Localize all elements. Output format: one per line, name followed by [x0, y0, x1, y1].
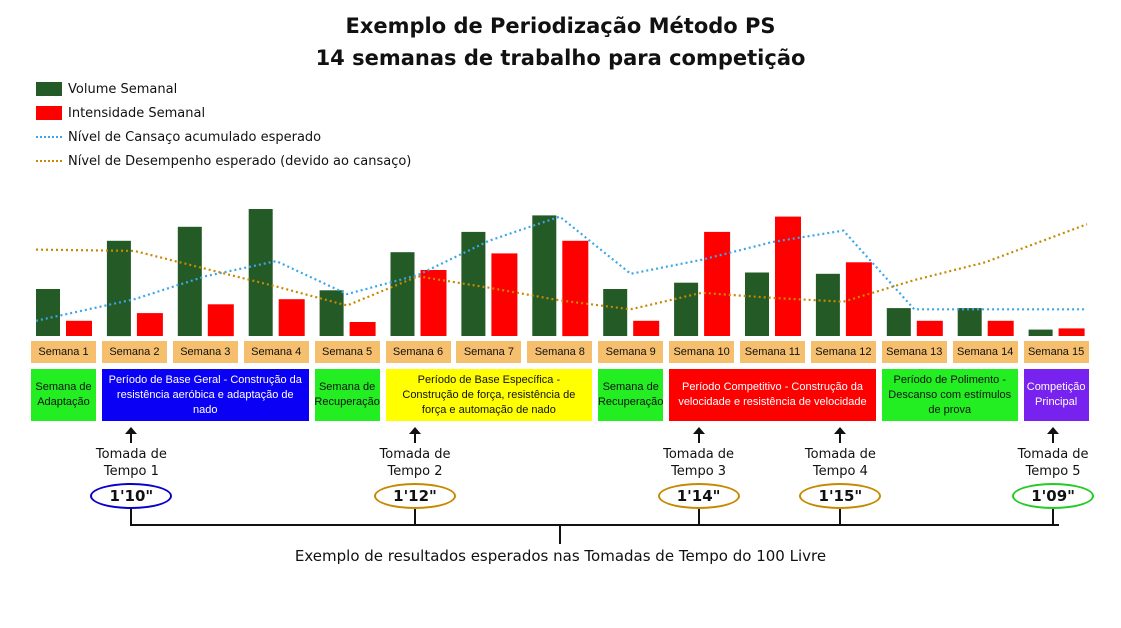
time-trial-label-1: Tomada de Tempo 1: [95, 447, 167, 479]
phase-block-2: Período de Base Geral - Construção da re…: [101, 369, 309, 421]
intensity-bar-11: [775, 216, 801, 336]
week-label-6: Semana 6: [385, 341, 451, 363]
volume-bar-6: [390, 252, 415, 336]
legend-label-volume: Volume Semanal: [68, 81, 178, 97]
intensity-bar-3: [207, 304, 234, 337]
week-label-15: Semana 15: [1023, 341, 1089, 363]
volume-bar-10: [674, 282, 699, 336]
intensity-bar-10: [704, 231, 731, 336]
legend-item-performance: Nível de Desempenho esperado (devido ao …: [36, 149, 411, 173]
week-label-3: Semana 3: [172, 341, 238, 363]
bracket-tick-1: [130, 509, 133, 525]
time-trial-label-2: Tomada de Tempo 2: [379, 447, 451, 479]
time-trial-result-4: 1'15": [799, 483, 882, 509]
bracket-tick-5: [1052, 509, 1055, 525]
chart-title-line-2: 14 semanas de trabalho para competição: [315, 46, 806, 70]
intensity-bar-1: [66, 320, 92, 336]
arrow-up-icon: [1047, 427, 1060, 443]
phase-block-5: Semana de Recuperação: [598, 369, 663, 421]
arrow-up-icon: [692, 427, 705, 443]
legend-item-volume: Volume Semanal: [36, 77, 411, 101]
phase-block-4: Período de Base Específica - Construção …: [385, 369, 593, 421]
phase-block-1: Semana de Adaptação: [31, 369, 96, 421]
intensity-bar-5: [349, 322, 376, 336]
intensity-bar-12: [845, 262, 872, 336]
volume-bar-8: [532, 215, 557, 336]
week-label-7: Semana 7: [456, 341, 522, 363]
week-label-2: Semana 2: [101, 341, 167, 363]
caption: Exemplo de resultados esperados nas Toma…: [294, 547, 827, 565]
week-label-14: Semana 14: [952, 341, 1018, 363]
volume-bar-14: [957, 308, 982, 336]
volume-bar-4: [248, 209, 273, 336]
volume-bar-15: [1028, 329, 1053, 336]
volume-bar-2: [106, 240, 131, 337]
arrow-up-icon: [409, 427, 421, 443]
week-label-9: Semana 9: [598, 341, 664, 363]
legend-swatch-volume: [36, 82, 62, 96]
legend-item-intensity: Intensidade Semanal: [36, 101, 411, 125]
volume-bar-5: [319, 290, 344, 336]
intensity-bar-14: [987, 320, 1014, 336]
phase-block-3: Semana de Recuperação: [314, 369, 380, 421]
legend-line-performance: [36, 160, 62, 162]
legend-swatch-intensity: [36, 106, 62, 120]
phase-block-6: Período Competitivo - Construção da velo…: [669, 369, 876, 421]
week-label-4: Semana 4: [243, 341, 309, 363]
week-label-5: Semana 5: [314, 341, 380, 363]
intensity-bar-8: [562, 240, 589, 337]
intensity-bar-7: [491, 253, 518, 336]
arrow-up-icon: [834, 427, 847, 443]
plot-area: [35, 209, 1088, 337]
volume-bar-1: [36, 289, 60, 336]
time-trial-result-5: 1'09": [1012, 483, 1095, 509]
legend-label-intensity: Intensidade Semanal: [68, 105, 206, 121]
bracket-stem: [559, 524, 561, 544]
bracket-tick-2: [414, 509, 416, 525]
bracket-tick-4: [839, 509, 842, 525]
legend-label-performance: Nível de Desempenho esperado (devido ao …: [68, 153, 412, 169]
week-label-13: Semana 13: [881, 341, 947, 363]
week-label-11: Semana 11: [740, 341, 805, 363]
volume-bar-9: [603, 289, 628, 336]
volume-bar-13: [886, 308, 911, 336]
time-trial-label-4: Tomada de Tempo 4: [804, 447, 876, 479]
volume-bar-3: [177, 226, 202, 336]
volume-bar-11: [745, 272, 769, 336]
performance-line: [35, 223, 1088, 311]
fatigue-line: [35, 215, 1087, 322]
legend: Volume Semanal Intensidade Semanal Nível…: [36, 77, 411, 173]
volume-bar-12: [815, 273, 840, 336]
arrow-up-icon: [125, 427, 138, 443]
legend-line-fatigue: [36, 136, 62, 138]
week-label-10: Semana 10: [669, 341, 735, 363]
week-label-1: Semana 1: [31, 341, 96, 363]
bracket-baseline: [130, 524, 1059, 526]
chart-title-line-1: Exemplo de Periodização Método PS: [345, 14, 776, 38]
intensity-bar-6: [420, 270, 447, 336]
time-trial-result-3: 1'14": [657, 483, 740, 509]
time-trial-result-2: 1'12": [374, 483, 456, 509]
legend-item-fatigue: Nível de Cansaço acumulado esperado: [36, 125, 411, 149]
time-trial-label-3: Tomada de Tempo 3: [663, 447, 735, 479]
intensity-bar-13: [916, 320, 943, 336]
phase-block-8: Competição Principal: [1023, 369, 1089, 421]
intensity-bar-15: [1058, 328, 1085, 336]
week-label-12: Semana 12: [810, 341, 876, 363]
phase-block-7: Período de Polimento - Descanso com estí…: [881, 369, 1018, 421]
week-label-8: Semana 8: [527, 341, 593, 363]
bracket-tick-3: [697, 509, 700, 525]
legend-label-fatigue: Nível de Cansaço acumulado esperado: [68, 129, 322, 145]
intensity-bar-9: [633, 320, 660, 336]
intensity-bar-2: [136, 313, 163, 336]
time-trial-label-5: Tomada de Tempo 5: [1017, 447, 1089, 479]
time-trial-result-1: 1'10": [90, 483, 173, 509]
intensity-bar-4: [278, 299, 305, 336]
